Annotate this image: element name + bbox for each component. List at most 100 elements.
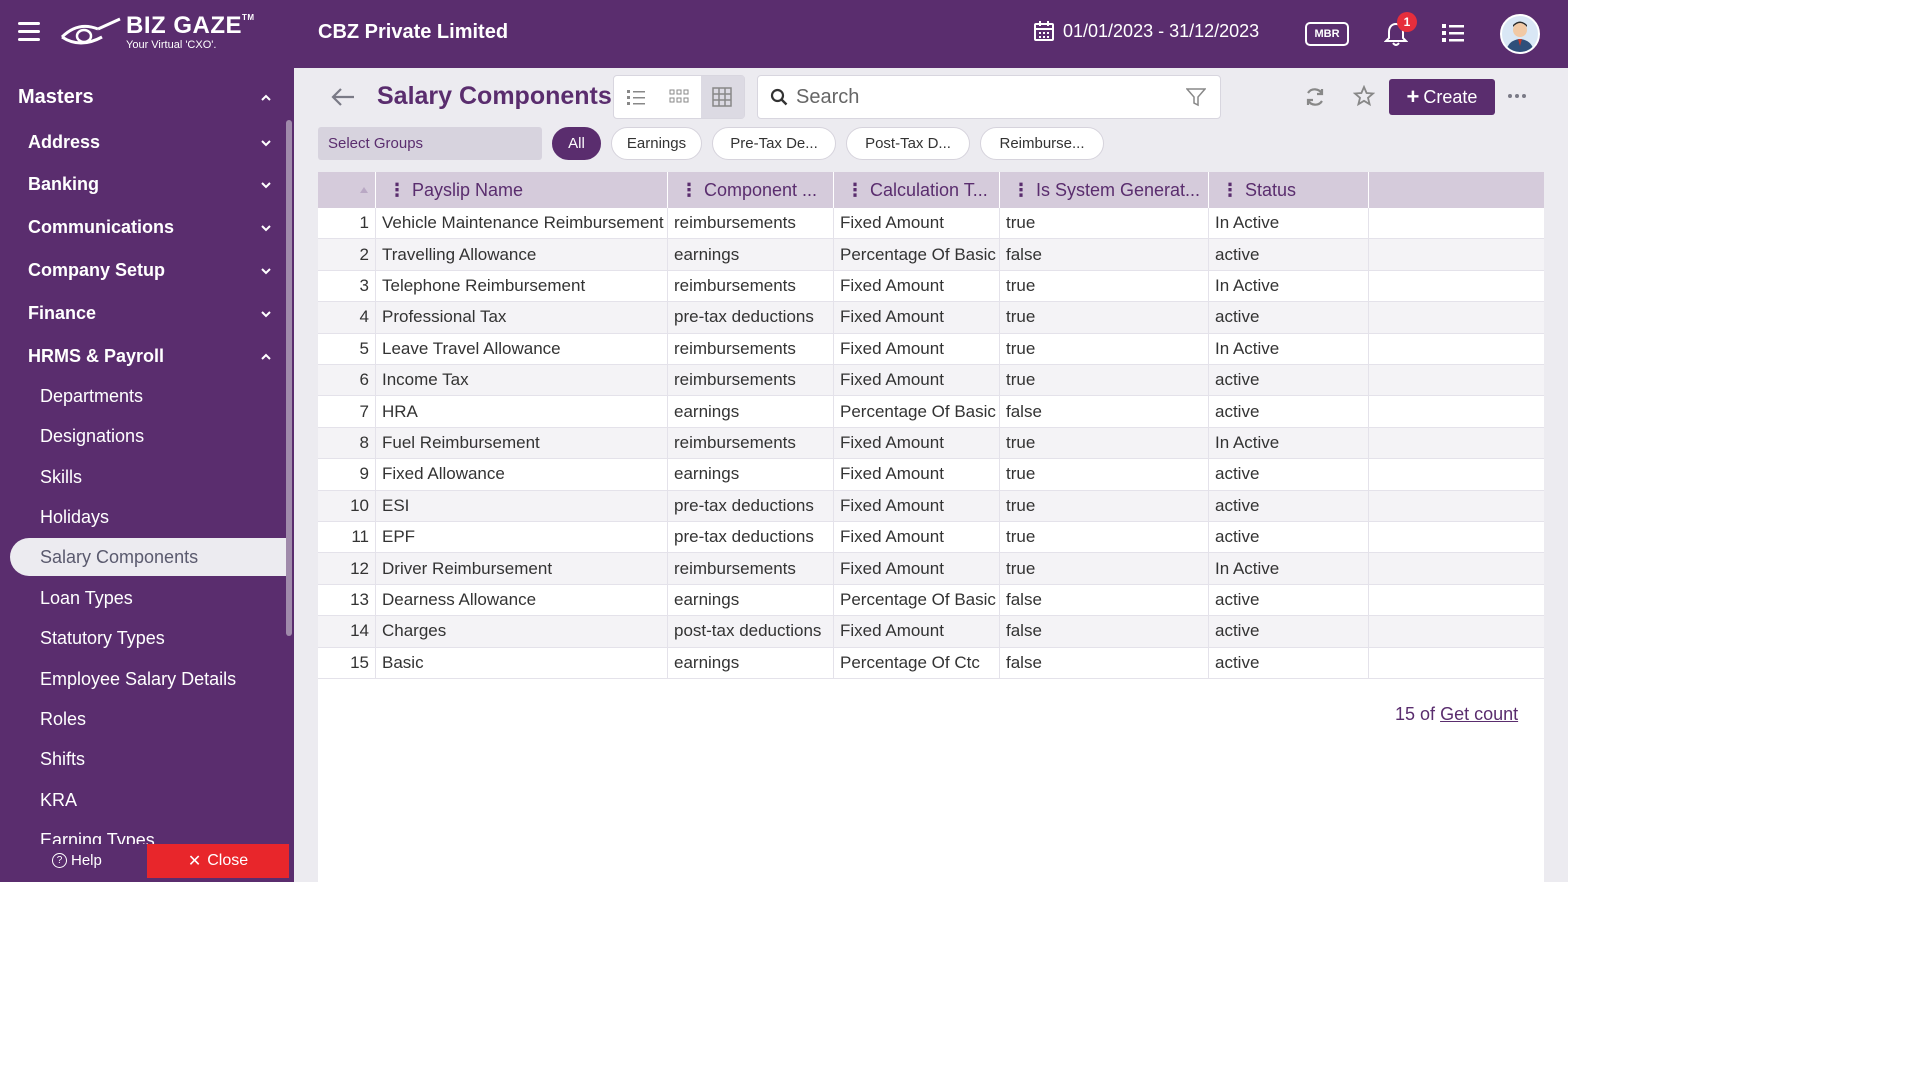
status-cell: In Active [1209, 553, 1369, 584]
table-row[interactable]: 11 EPF pre-tax deductions Fixed Amount true a… [318, 522, 1544, 554]
calculation-type-cell: Percentage Of Basic [834, 584, 1000, 616]
table-row[interactable]: 10 ESI pre-tax deductions Fixed Amount true a… [318, 490, 1544, 522]
calculation-type-cell: Fixed Amount [834, 365, 1000, 396]
calculation-type-cell: Percentage Of Basic [834, 239, 1000, 270]
table-row[interactable]: 12 Driver Reimbursement reimbursements Fixe… [318, 553, 1544, 585]
refresh-icon[interactable] [1304, 86, 1326, 108]
column-header-calculation-type[interactable]: ⋮ Calculation T... [834, 172, 1000, 208]
table-row[interactable]: 1 Vehicle Maintenance Reimbursement reimbu… [318, 208, 1544, 240]
sidebar-item-employee-salary-details[interactable]: Employee Salary Details [40, 669, 237, 689]
search-icon [770, 88, 788, 106]
sidebar-group-finance[interactable]: Finance [28, 303, 272, 324]
table-row[interactable]: 9 Fixed Allowance earnings Fixed Amount true… [318, 459, 1544, 491]
empty-cell [1369, 271, 1544, 301]
sidebar-item-skills[interactable]: Skills [40, 467, 83, 487]
sidebar-group-communications[interactable]: Communications [28, 217, 272, 238]
system-generated-cell: true [1000, 333, 1209, 364]
more-options-icon[interactable] [1508, 94, 1529, 98]
chevron-up-icon [261, 94, 271, 101]
calculation-type-cell: Fixed Amount [834, 333, 1000, 364]
close-button[interactable]: ✕ Close [147, 844, 289, 878]
chip-post-tax-deductions[interactable]: Post-Tax D... [846, 127, 970, 160]
column-header-is-system-generated[interactable]: ⋮ Is System Generat... [1000, 172, 1209, 208]
payslip-name-cell: Basic [376, 647, 668, 678]
chip-earnings[interactable]: Earnings [611, 127, 702, 160]
table-row[interactable]: 2 Travelling Allowance earnings Percentage … [318, 239, 1544, 271]
calculation-type-cell: Percentage Of Ctc [834, 647, 1000, 678]
mbr-button[interactable]: MBR [1305, 22, 1349, 46]
company-name[interactable]: CBZ Private Limited [318, 21, 509, 43]
table-row[interactable]: 4 Professional Tax pre-tax deductions Fixed… [318, 302, 1544, 334]
list-view-button[interactable] [614, 76, 657, 118]
sidebar-item-holidays[interactable]: Holidays [40, 507, 110, 527]
sidebar-footer: ? Help ✕ Close [0, 844, 294, 882]
status-cell: In Active [1209, 333, 1369, 364]
table-row[interactable]: 14 Charges post-tax deductions Fixed Amount… [318, 616, 1544, 648]
sidebar-item-designations[interactable]: Designations [40, 426, 145, 446]
sidebar-item-shifts[interactable]: Shifts [40, 749, 86, 769]
row-number: 13 [318, 584, 376, 616]
create-button[interactable]: + Create [1389, 79, 1495, 115]
empty-cell [1369, 396, 1544, 426]
status-cell: active [1209, 584, 1369, 616]
column-menu-icon: ⋮ [846, 179, 864, 200]
row-number: 8 [318, 427, 376, 459]
search-input[interactable]: Search [796, 85, 860, 108]
sidebar-group-company-setup[interactable]: Company Setup [28, 260, 272, 281]
table-row[interactable]: 15 Basic earnings Percentage Of Ctc false act… [318, 647, 1544, 679]
search-box[interactable]: Search [757, 75, 1221, 119]
table-row[interactable]: 13 Dearness Allowance earnings Percentage O… [318, 584, 1544, 617]
row-number: 4 [318, 302, 376, 333]
date-range[interactable]: 01/01/2023 - 31/12/2023 [1033, 20, 1259, 42]
chip-all[interactable]: All [552, 127, 601, 160]
logo[interactable]: BIZ GAZETM Your Virtual 'CXO'. [58, 14, 255, 51]
calculation-type-cell: Fixed Amount [834, 490, 1000, 521]
component-type-cell: reimbursements [668, 427, 834, 459]
table-row[interactable]: 7 HRA earnings Percentage Of Basic false acti… [318, 396, 1544, 428]
back-arrow-icon[interactable] [330, 86, 356, 108]
menu-icon[interactable] [18, 22, 40, 44]
sidebar-scrollbar[interactable] [286, 120, 292, 636]
user-avatar[interactable] [1500, 14, 1540, 54]
help-button[interactable]: ? Help [52, 852, 102, 869]
data-table: ⋮ Payslip Name ⋮ Component ... ⋮ Calculatio… [318, 172, 1544, 882]
select-groups-dropdown[interactable]: Select Groups [318, 127, 542, 160]
table-row[interactable]: 6 Income Tax reimbursements Fixed Amount tru… [318, 365, 1544, 397]
table-view-button[interactable] [700, 76, 744, 118]
table-row[interactable]: 8 Fuel Reimbursement reimbursements Fixed A… [318, 427, 1544, 460]
sidebar-item-departments[interactable]: Departments [40, 386, 144, 406]
get-count-link[interactable]: Get count [1440, 704, 1519, 724]
column-header-status[interactable]: ⋮ Status [1209, 172, 1369, 208]
table-row[interactable]: 3 Telephone Reimbursement reimbursements Fi… [318, 270, 1544, 303]
sidebar-item-statutory-types[interactable]: Statutory Types [40, 628, 165, 648]
component-type-cell: earnings [668, 647, 834, 678]
sidebar-item-loan-types[interactable]: Loan Types [40, 588, 133, 608]
sidebar-section-masters[interactable]: Masters [18, 86, 272, 109]
table-row[interactable]: 5 Leave Travel Allowance reimbursements Fix… [318, 333, 1544, 365]
column-header-component-type[interactable]: ⋮ Component ... [668, 172, 834, 208]
sidebar-group-address[interactable]: Address [28, 132, 272, 153]
task-list-icon[interactable] [1441, 22, 1465, 44]
sidebar-group-banking[interactable]: Banking [28, 174, 272, 195]
sidebar-item-roles[interactable]: Roles [40, 709, 87, 729]
logo-name: BIZ GAZETM [126, 12, 255, 39]
sidebar-item-salary-components[interactable] [10, 538, 286, 576]
component-type-cell: earnings [668, 584, 834, 616]
filter-icon[interactable] [1186, 87, 1206, 107]
column-header-payslip-name[interactable]: ⋮ Payslip Name [376, 172, 668, 208]
card-view-button[interactable] [657, 76, 700, 118]
empty-cell [1369, 208, 1544, 238]
sidebar-group-hrms-payroll[interactable]: HRMS & Payroll [28, 346, 272, 367]
column-menu-icon: ⋮ [388, 179, 406, 200]
star-icon[interactable] [1353, 85, 1375, 107]
row-number: 15 [318, 647, 376, 678]
calculation-type-cell: Fixed Amount [834, 270, 1000, 302]
payslip-name-cell: Income Tax [376, 365, 668, 396]
chip-reimbursements[interactable]: Reimburse... [980, 127, 1104, 160]
calculation-type-cell: Fixed Amount [834, 208, 1000, 239]
payslip-name-cell: Dearness Allowance [376, 584, 668, 616]
calculation-type-cell: Fixed Amount [834, 459, 1000, 490]
sort-column-header[interactable] [318, 172, 376, 208]
chip-pre-tax-deductions[interactable]: Pre-Tax De... [712, 127, 836, 160]
sidebar-item-kra[interactable]: KRA [40, 790, 78, 810]
